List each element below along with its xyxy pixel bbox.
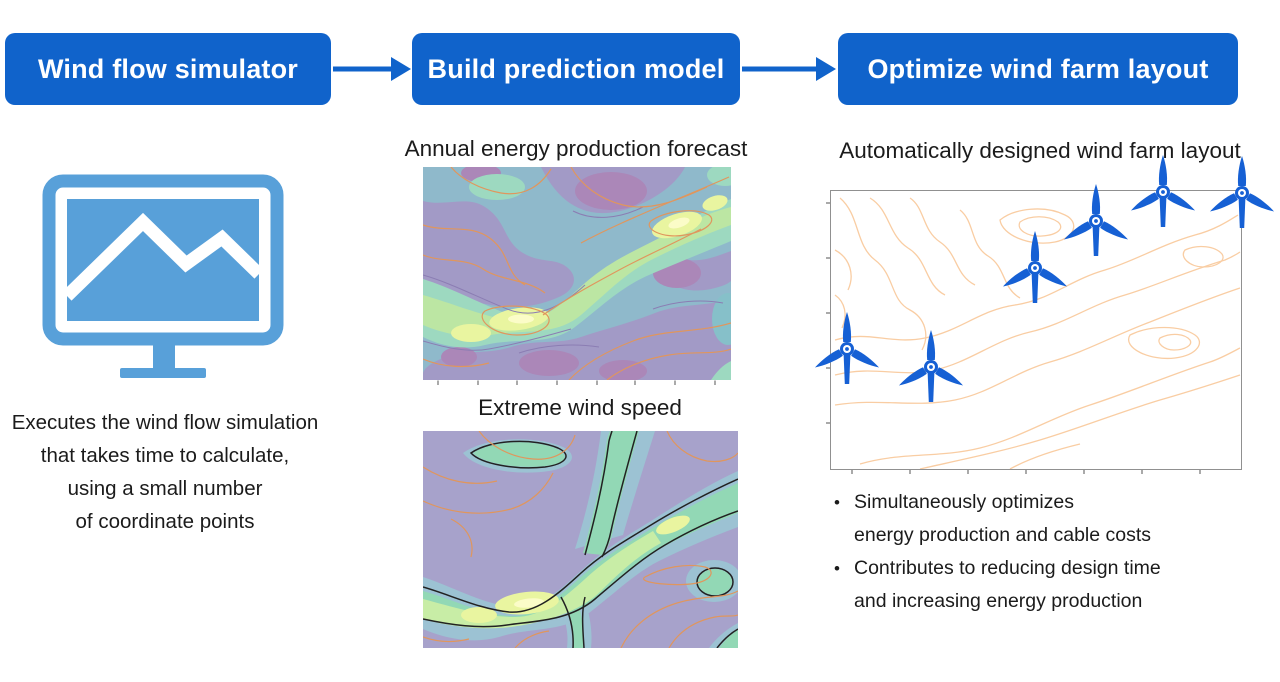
bullet-text: Simultaneously optimizes energy producti…	[854, 491, 1152, 546]
step-label: Optimize wind farm layout	[867, 53, 1209, 84]
wind-turbine-icon	[1059, 181, 1133, 259]
bullet-item: • Contributes to reducing design time an…	[834, 552, 1274, 618]
right-panel-bullets: • Simultaneously optimizes energy produc…	[834, 486, 1274, 618]
wind-turbine-icon	[1126, 152, 1200, 230]
wind-farm-plot-area	[814, 154, 1275, 470]
wind-turbine-icon	[810, 309, 884, 387]
bullet-text: Contributes to reducing design time and …	[854, 557, 1161, 612]
bullet-marker: •	[834, 559, 840, 578]
wind-turbine-icon	[998, 228, 1072, 306]
map-axis-ticks	[437, 380, 716, 385]
extreme-wind-map-title: Extreme wind speed	[478, 395, 682, 420]
wind-farm-layout-title: Automatically designed wind farm layout	[839, 138, 1241, 163]
monitor-mountain-chart-icon	[42, 174, 284, 378]
plot-axis-ticks	[826, 202, 1201, 474]
bullet-item: • Simultaneously optimizes energy produc…	[834, 486, 1274, 552]
extreme-wind-speed-map	[423, 431, 738, 648]
arrow-right-icon	[333, 57, 411, 81]
step-label: Build prediction model	[427, 53, 725, 84]
step-box-optimize-wind-farm-layout: Optimize wind farm layout	[838, 33, 1238, 105]
step-label: Wind flow simulator	[37, 53, 299, 84]
bullet-marker: •	[834, 493, 840, 512]
simulator-description: Executes the wind flow simulation that t…	[11, 411, 319, 533]
aep-map-title: Annual energy production forecast	[404, 136, 748, 161]
wind-turbine-icon	[894, 327, 968, 405]
annual-energy-production-map	[423, 167, 731, 385]
arrow-right-icon	[742, 57, 836, 81]
step-box-wind-flow-simulator: Wind flow simulator	[5, 33, 331, 105]
step-box-build-prediction-model: Build prediction model	[412, 33, 740, 105]
wind-turbine-icon	[1205, 153, 1279, 231]
